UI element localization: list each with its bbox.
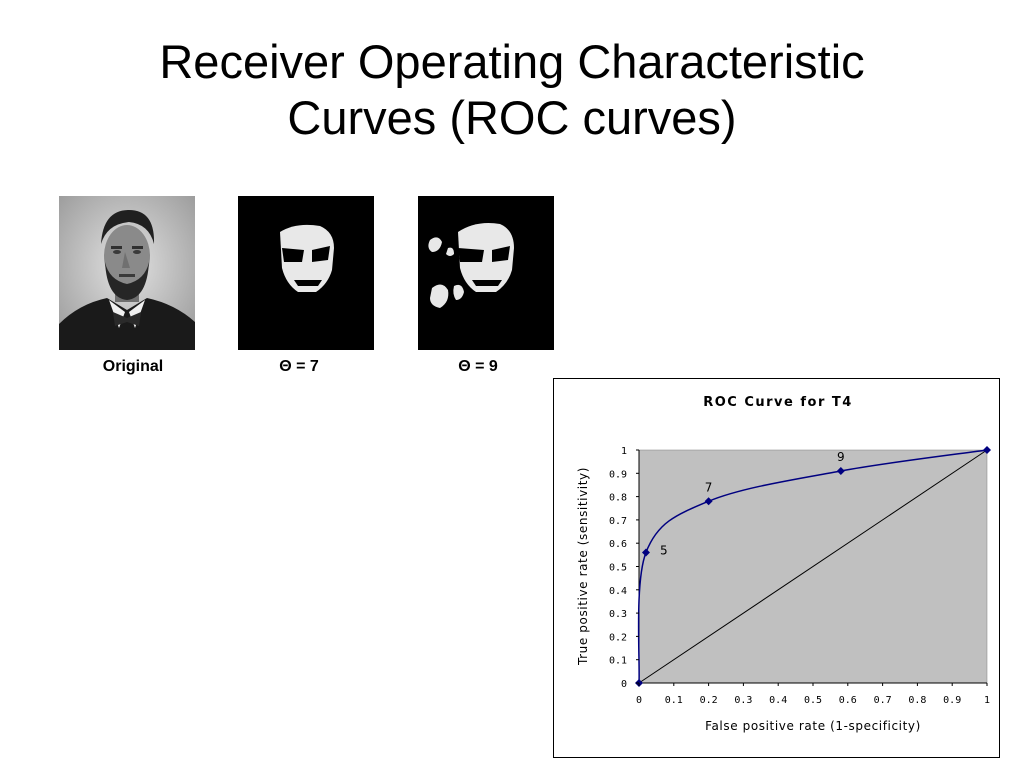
series-group xyxy=(635,446,991,687)
roc-curve-line xyxy=(637,449,988,684)
roc-chart: ROC Curve for T4 0 0.1 0.2 0.3 0.4 0.5 0.6 0.7 0… xyxy=(553,378,1000,758)
theta-7-mask-image xyxy=(238,196,374,350)
y-tick-label: 0.5 xyxy=(609,563,627,574)
y-tick-label: 0.6 xyxy=(609,539,627,550)
original-image-caption: Original xyxy=(102,358,164,375)
slide-title-line-1: Receiver Operating Characteristic xyxy=(159,35,865,88)
x-tick-label: 0.7 xyxy=(874,695,892,706)
x-tick-label: 0 xyxy=(636,695,642,706)
y-tick-label: 1 xyxy=(621,446,627,457)
y-tick-label: 0.3 xyxy=(609,609,627,620)
theta-9-caption: Θ = 9 xyxy=(458,358,498,375)
y-axis-label: True positive rate (sensitivity) xyxy=(576,467,590,666)
y-tick-label: 0.1 xyxy=(609,656,627,667)
y-tick-label: 0.7 xyxy=(609,516,627,527)
theta-9-mask-image xyxy=(418,196,554,350)
x-tick-label: 0.4 xyxy=(769,695,787,706)
y-tick-label: 0 xyxy=(621,679,627,690)
y-tick-label: 0.9 xyxy=(609,469,627,480)
tick-labels: 0 0.1 0.2 0.3 0.4 0.5 0.6 0.7 0.8 0.9 1 0 0.1 0.2 0.3 0… xyxy=(609,446,990,706)
reference-line-group xyxy=(638,449,988,684)
y-tick-label: 0.8 xyxy=(609,493,627,504)
y-tick-label: 0.2 xyxy=(609,632,627,643)
roc-point-label: 7 xyxy=(705,480,713,494)
point-labels: 5 7 9 xyxy=(660,450,845,558)
roc-point-label: 9 xyxy=(837,450,845,464)
x-tick-label: 0.6 xyxy=(839,695,857,706)
x-axis-label: False positive rate (1-specificity) xyxy=(705,719,921,733)
y-tick-label: 0.4 xyxy=(609,586,627,597)
roc-chart-svg: ROC Curve for T4 0 0.1 0.2 0.3 0.4 0.5 0.6 0.7 0… xyxy=(576,395,991,733)
roc-point-marker xyxy=(641,548,650,557)
roc-point-marker xyxy=(704,497,713,506)
x-tick-label: 1 xyxy=(984,695,990,706)
reference-diagonal-line xyxy=(638,449,988,684)
x-tick-label: 0.8 xyxy=(908,695,926,706)
roc-point-label: 5 xyxy=(660,544,668,558)
slide-title-line-2: Curves (ROC curves) xyxy=(287,91,737,144)
x-tick-label: 0.2 xyxy=(700,695,718,706)
slide-title: Receiver Operating Characteristic Curves… xyxy=(0,34,1024,146)
x-tick-label: 0.3 xyxy=(734,695,752,706)
theta-7-caption: Θ = 7 xyxy=(279,358,319,375)
roc-point-marker xyxy=(836,466,845,475)
x-tick-label: 0.5 xyxy=(804,695,822,706)
chart-title: ROC Curve for T4 xyxy=(703,395,853,410)
original-portrait-image xyxy=(59,196,195,350)
x-tick-label: 0.9 xyxy=(943,695,961,706)
x-tick-label: 0.1 xyxy=(665,695,683,706)
roc-point-marker xyxy=(983,446,991,454)
